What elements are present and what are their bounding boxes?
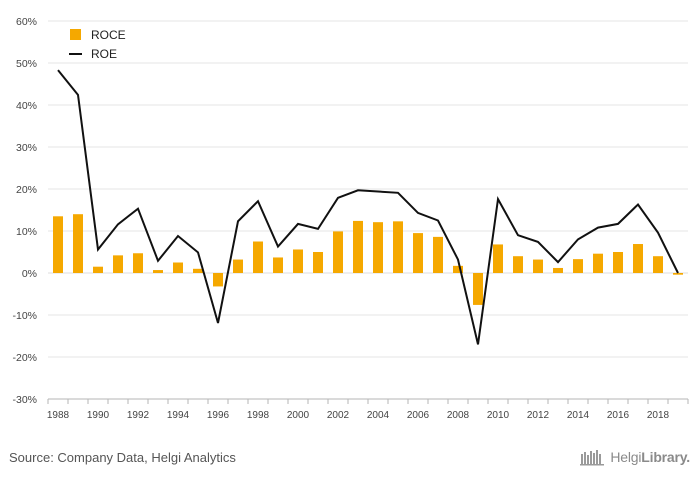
x-tick-label: 2008 (447, 410, 470, 421)
bookshelf-icon (580, 450, 605, 466)
roce-bar-2012 (533, 259, 543, 273)
roce-bar-1991 (113, 255, 123, 273)
roe-line (57, 69, 679, 345)
roce-bar-1988 (53, 216, 63, 273)
y-tick-label: 40% (16, 100, 37, 112)
legend-roe-label: ROE (91, 47, 117, 61)
roce-bar-2016 (613, 252, 623, 273)
helgi-library-logo: HelgiLibrary. (580, 448, 690, 466)
x-tick-label: 2018 (647, 410, 670, 421)
x-tick-label: 2002 (327, 410, 350, 421)
brand-name: HelgiLibrary. (610, 449, 690, 465)
roce-bar-1993 (153, 270, 163, 273)
roce-bar-2019 (673, 273, 683, 275)
roce-bar-2018 (653, 256, 663, 273)
roce-bar-2017 (633, 244, 643, 273)
x-tick-label: 1994 (167, 410, 190, 421)
roce-bar-1998 (253, 241, 263, 273)
roce-bar-1996 (213, 273, 223, 287)
x-tick-label: 2004 (367, 410, 390, 421)
grid-lines (48, 20, 688, 400)
y-tick-label: -20% (12, 352, 37, 364)
roce-bar-2008 (453, 265, 463, 273)
roce-bar-2010 (493, 244, 503, 273)
y-tick-label: -30% (12, 394, 37, 406)
roce-bar-2006 (413, 233, 423, 273)
x-tick-label: 2014 (567, 410, 590, 421)
y-tick-label: -10% (12, 310, 37, 322)
roce-bar-2013 (553, 267, 563, 273)
roce-bar-1989 (73, 214, 83, 273)
roce-bar-2001 (313, 252, 323, 273)
x-tick-label: 2000 (287, 410, 310, 421)
y-axis-tick-labels: 60% 50% 40% 30% 20% 10% 0% -10% -20% -30% (12, 16, 37, 406)
roce-bar-2011 (513, 256, 523, 273)
x-tick-label: 1992 (127, 410, 150, 421)
roce-bar-1995 (193, 268, 203, 273)
legend-roce-label: ROCE (91, 28, 126, 42)
x-tick-label: 1998 (247, 410, 270, 421)
x-tick-label: 2010 (487, 410, 510, 421)
roce-bar-2003 (353, 220, 363, 273)
x-axis: 1988 1990 1992 1994 1996 1998 2000 2002 2004 2006… (47, 398, 689, 421)
roce-bar-1997 (233, 259, 243, 273)
x-tick-label: 1988 (47, 410, 70, 421)
roce-bar-2002 (333, 231, 343, 273)
y-tick-label: 0% (22, 268, 37, 280)
roce-bar-2014 (573, 259, 583, 273)
y-tick-label: 10% (16, 226, 37, 238)
source-note: Source: Company Data, Helgi Analytics (9, 450, 236, 465)
x-tick-label: 1996 (207, 410, 230, 421)
y-tick-label: 50% (16, 58, 37, 70)
legend: ROCE ROE (69, 28, 126, 61)
y-tick-label: 20% (16, 184, 37, 196)
roce-bar-2004 (373, 222, 383, 273)
x-tick-label: 1990 (87, 410, 110, 421)
roe-line-path (57, 69, 679, 345)
roce-bar-1994 (173, 262, 183, 273)
roce-bar-1992 (133, 253, 143, 273)
roce-bar-2009 (473, 273, 483, 305)
roce-bar-1999 (273, 257, 283, 273)
x-tick-label: 2006 (407, 410, 430, 421)
roce-bar-1990 (93, 266, 103, 273)
y-tick-label: 60% (16, 16, 37, 28)
x-tick-label: 2012 (527, 410, 550, 421)
legend-roce-swatch (70, 29, 81, 40)
x-tick-label: 2016 (607, 410, 630, 421)
roce-bar-2005 (393, 221, 403, 273)
y-tick-label: 30% (16, 142, 37, 154)
roce-bar-2007 (433, 236, 443, 273)
roce-bar-2015 (593, 253, 603, 273)
roce-bars (53, 214, 683, 305)
roce-bar-2000 (293, 249, 303, 273)
